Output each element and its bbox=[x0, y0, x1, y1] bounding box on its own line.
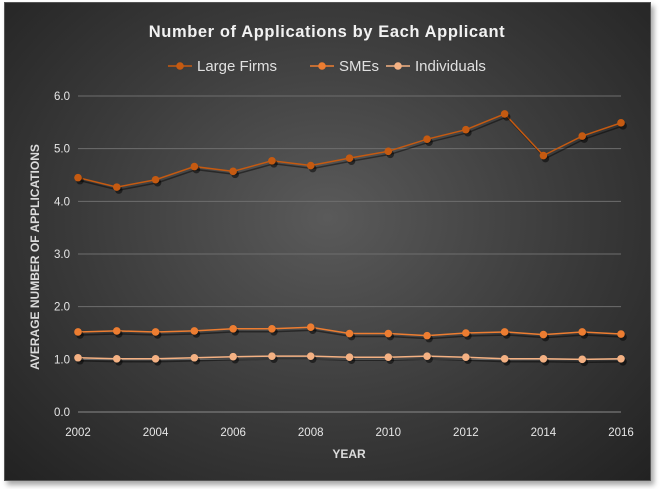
x-tick-label: 2016 bbox=[608, 427, 634, 439]
data-point bbox=[229, 352, 237, 361]
data-point bbox=[578, 328, 587, 336]
y-tick-label: 0.0 bbox=[54, 407, 70, 419]
x-axis-label: YEAR bbox=[332, 447, 366, 461]
data-point bbox=[74, 353, 82, 362]
legend-label: Individuals bbox=[415, 58, 486, 75]
data-point bbox=[539, 355, 548, 363]
data-point bbox=[539, 151, 548, 160]
chart-title: Number of Applications by Each Applicant bbox=[149, 23, 505, 41]
data-point bbox=[617, 119, 625, 127]
data-point bbox=[462, 329, 470, 337]
data-point bbox=[384, 329, 393, 338]
y-axis-ticks: 0.0 1.0 2.0 3.0 4.0 5.0 6.0 bbox=[54, 91, 70, 419]
data-point bbox=[74, 328, 82, 336]
data-point bbox=[268, 156, 276, 165]
data-point bbox=[345, 353, 354, 362]
data-point bbox=[345, 329, 354, 338]
data-point bbox=[229, 324, 237, 333]
x-tick-label: 2006 bbox=[220, 427, 246, 439]
legend-marker bbox=[176, 62, 184, 70]
y-axis-label: AVERAGE NUMBER OF APPLICATIONS bbox=[28, 144, 42, 370]
data-point bbox=[229, 167, 237, 176]
data-point bbox=[74, 173, 82, 182]
data-point bbox=[190, 353, 199, 362]
data-point bbox=[112, 183, 121, 191]
x-axis-ticks: 2002 2004 2006 2008 2010 2012 2014 2016 bbox=[65, 427, 634, 439]
y-tick-label: 3.0 bbox=[54, 249, 70, 261]
data-point bbox=[151, 355, 160, 363]
x-tick-label: 2004 bbox=[143, 427, 169, 439]
data-point bbox=[268, 352, 276, 360]
data-point bbox=[617, 355, 625, 363]
data-point bbox=[500, 110, 509, 118]
data-point bbox=[345, 154, 354, 162]
data-point bbox=[462, 125, 470, 134]
data-point bbox=[151, 328, 160, 336]
data-point bbox=[500, 328, 509, 336]
data-point bbox=[384, 147, 393, 156]
y-tick-label: 4.0 bbox=[54, 196, 70, 208]
x-tick-label: 2014 bbox=[531, 427, 557, 439]
y-tick-label: 6.0 bbox=[54, 91, 70, 103]
series-large-firms bbox=[74, 110, 627, 194]
data-point bbox=[423, 135, 431, 143]
data-point bbox=[306, 352, 315, 360]
legend-marker bbox=[394, 62, 402, 70]
x-tick-label: 2012 bbox=[453, 427, 479, 439]
legend-item: Individuals bbox=[386, 58, 486, 75]
data-point bbox=[617, 330, 625, 338]
data-point bbox=[112, 327, 121, 335]
legend-item: SMEs bbox=[310, 58, 379, 75]
data-point bbox=[151, 175, 160, 184]
data-point bbox=[462, 353, 470, 362]
data-point bbox=[190, 327, 199, 335]
data-point bbox=[539, 330, 548, 339]
data-point bbox=[112, 355, 121, 363]
line-chart: Number of Applications by Each Applicant… bbox=[28, 23, 634, 461]
legend-label: Large Firms bbox=[197, 58, 277, 75]
data-point bbox=[423, 352, 431, 360]
legend: Large Firms SMEs Individuals bbox=[168, 58, 486, 75]
y-tick-label: 2.0 bbox=[54, 302, 70, 314]
data-point bbox=[578, 355, 587, 364]
series-smes bbox=[74, 323, 627, 343]
legend-label: SMEs bbox=[339, 58, 379, 75]
y-tick-label: 1.0 bbox=[54, 354, 70, 366]
series-line bbox=[77, 113, 622, 188]
data-point bbox=[500, 355, 509, 363]
legend-item: Large Firms bbox=[168, 58, 277, 75]
series-individuals bbox=[74, 352, 627, 367]
x-tick-label: 2002 bbox=[65, 427, 91, 439]
data-point bbox=[268, 324, 276, 333]
legend-marker bbox=[318, 62, 326, 70]
series-layer bbox=[74, 110, 627, 367]
data-point bbox=[306, 161, 315, 170]
chart-area: Number of Applications by Each Applicant… bbox=[4, 2, 651, 481]
data-point bbox=[190, 162, 199, 171]
data-point bbox=[384, 353, 393, 362]
data-point bbox=[578, 132, 587, 140]
data-point bbox=[306, 323, 315, 332]
x-tick-label: 2010 bbox=[375, 427, 401, 439]
x-tick-label: 2008 bbox=[298, 427, 324, 439]
y-tick-label: 5.0 bbox=[54, 144, 70, 156]
data-point bbox=[423, 331, 431, 340]
